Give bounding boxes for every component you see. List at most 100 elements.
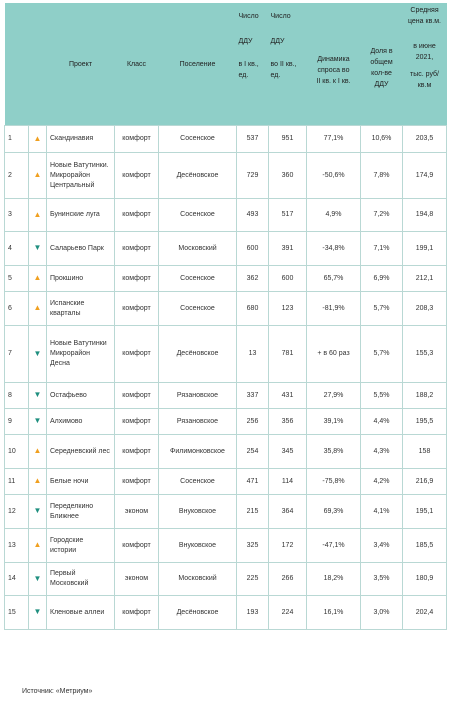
project-cell: Остафьево [46,382,115,409]
header-class: Класс [114,3,159,126]
ddu2-cell: 114 [268,468,307,495]
project-cell: Скандинавия [46,125,115,153]
header-ddu1-line: Число [238,13,259,20]
class-cell: комфорт [114,198,159,232]
class-cell: комфорт [114,231,159,266]
ddu1-cell: 600 [236,231,269,266]
header-dynamics-line: спроса во [317,66,350,74]
price-cell: 158 [402,434,447,469]
header-dynamics: Динамика спроса во II кв. к I кв. [306,3,361,126]
dynamics-cell: -50,6% [306,152,361,199]
arrow-cell: ▼ [28,595,47,630]
settlement-cell: Сосенское [158,265,237,292]
settlement-cell: Московский [158,562,237,596]
header-price-line: тыс. руб/ [410,71,439,78]
table-header-row: Проект Класс Поселение Число ДДУ в I кв.… [4,3,447,126]
arrow-cell: ▼ [28,325,47,383]
settlement-cell: Десёновское [158,152,237,199]
arrow-cell: ▲ [28,434,47,469]
project-cell: Городские истории [46,528,115,563]
project-cell: Первый Московский [46,562,115,596]
ddu2-cell: 951 [268,125,307,153]
table-body: 1 ▲ Скандинавия комфорт Сосенское 537 951 77,1%… [4,125,447,630]
rank-cell: 8 [4,382,29,409]
rank-cell: 9 [4,408,29,435]
ddu2-cell: 781 [268,325,307,383]
triangle-down-icon: ▼ [33,243,42,252]
project-cell: Алхимово [46,408,115,435]
ddu1-cell: 256 [236,408,269,435]
dynamics-cell: 16,1% [306,595,361,630]
class-cell: комфорт [114,265,159,292]
share-cell: 7,1% [360,231,403,266]
header-price: Средняя цена кв.м. в июне 2021, тыс. руб… [402,3,447,126]
settlement-cell: Сосенское [158,468,237,495]
share-cell: 4,4% [360,408,403,435]
header-ddu1-line: в I кв., [238,61,259,68]
header-ddu2-line: ед. [270,72,281,79]
share-cell: 3,5% [360,562,403,596]
settlement-cell: Сосенское [158,198,237,232]
table-row: 4 ▼ Саларьево Парк комфорт Московский 600 391-… [4,231,447,266]
table-row: 3 ▲ Бунинские луга комфорт Сосенское 493 517 4,… [4,198,447,232]
rank-cell: 11 [4,468,29,495]
ddu2-cell: 391 [268,231,307,266]
triangle-up-icon: ▲ [33,133,42,143]
class-cell: комфорт [114,125,159,153]
settlement-cell: Рязановское [158,408,237,435]
ddu2-cell: 172 [268,528,307,563]
ddu1-cell: 193 [236,595,269,630]
triangle-up-icon: ▲ [33,540,42,549]
arrow-cell: ▼ [28,231,47,266]
ddu2-cell: 600 [268,265,307,292]
triangle-up-icon: ▲ [33,170,42,179]
project-cell: Белые ночи [46,468,115,495]
dynamics-cell: + в 60 раз [306,325,361,383]
price-cell: 155,3 [402,325,447,383]
ddu1-cell: 362 [236,265,269,292]
share-cell: 5,5% [360,382,403,409]
triangle-down-icon: ▼ [33,573,42,583]
project-cell: Середневский лес [46,434,115,469]
ddu2-cell: 431 [268,382,307,409]
ddu1-cell: 325 [236,528,269,563]
table-row: 13 ▲ Городские истории комфорт Внуковское 325… [4,528,447,563]
class-cell: комфорт [114,528,159,563]
rating-table: Проект Класс Поселение Число ДДУ в I кв.… [4,3,447,630]
class-cell: комфорт [114,468,159,495]
triangle-down-icon: ▼ [33,416,42,425]
ddu2-cell: 123 [268,291,307,326]
ddu2-cell: 356 [268,408,307,435]
header-dynamics-line: II кв. к I кв. [316,77,351,85]
triangle-down-icon: ▼ [33,348,42,358]
rank-cell: 5 [4,265,29,292]
arrow-cell: ▲ [28,468,47,495]
settlement-cell: Внуковское [158,528,237,563]
price-cell: 180,9 [402,562,447,596]
triangle-down-icon: ▼ [33,390,42,399]
price-cell: 216,9 [402,468,447,495]
arrow-cell: ▼ [28,494,47,529]
share-cell: 7,2% [360,198,403,232]
ddu2-cell: 224 [268,595,307,630]
settlement-cell: Десёновское [158,325,237,383]
header-arrow [28,3,47,126]
triangle-up-icon: ▲ [33,209,42,219]
arrow-cell: ▲ [28,125,47,153]
class-cell: комфорт [114,382,159,409]
share-cell: 6,9% [360,265,403,292]
class-cell: эконом [114,494,159,529]
share-cell: 5,7% [360,291,403,326]
header-ddu2-line: Число [270,13,291,20]
ddu1-cell: 254 [236,434,269,469]
dynamics-cell: 39,1% [306,408,361,435]
table-row: 10 ▲ Середневский лес комфорт Филимонковское… [4,434,447,469]
rank-cell: 15 [4,595,29,630]
header-ddu1-line: ДДУ [238,38,253,45]
dynamics-cell: 65,7% [306,265,361,292]
price-cell: 174,9 [402,152,447,199]
triangle-up-icon: ▲ [33,476,42,485]
triangle-up-icon: ▲ [33,273,42,282]
header-project: Проект [46,3,115,126]
arrow-cell: ▲ [28,265,47,292]
